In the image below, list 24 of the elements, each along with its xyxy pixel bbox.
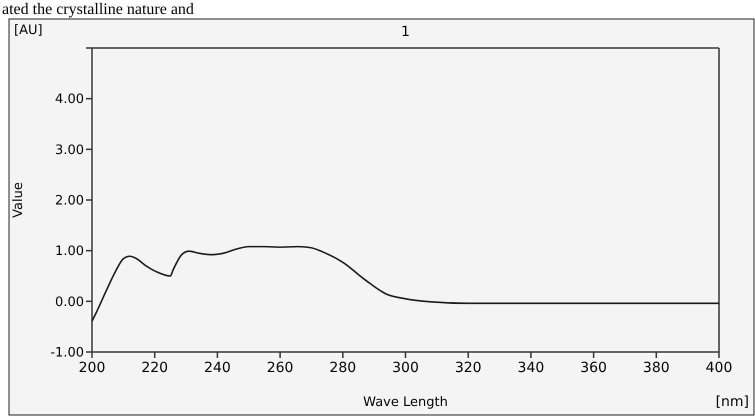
x-tick-label: 380 bbox=[642, 360, 670, 376]
x-axis-title: Wave Length bbox=[363, 395, 448, 410]
text: [AU] bbox=[14, 23, 43, 38]
x-tick-label: 320 bbox=[454, 360, 482, 376]
x-tick-label: 220 bbox=[141, 360, 168, 376]
line-series bbox=[91, 246, 720, 322]
x-tick-label: 200 bbox=[78, 360, 106, 376]
text: ated the crystalline nature and bbox=[2, 1, 194, 18]
x-tick-label: 360 bbox=[580, 360, 607, 376]
x-tick-label: 400 bbox=[706, 360, 732, 376]
y-tick-label: -1.00 bbox=[50, 346, 84, 361]
x-tick-label: 340 bbox=[518, 360, 544, 376]
y-axis-title: Value bbox=[11, 182, 26, 218]
y-tick-label: 2.00 bbox=[55, 194, 84, 209]
chart-title: 1 bbox=[401, 24, 410, 40]
x-tick-label: 240 bbox=[204, 360, 231, 376]
text: [nm] bbox=[716, 394, 749, 410]
x-tick-label: 280 bbox=[329, 360, 356, 376]
x-tick-label: 300 bbox=[392, 360, 419, 376]
y-tick-label: 4.00 bbox=[55, 92, 84, 108]
y-tick-label: 0.00 bbox=[55, 294, 84, 310]
x-tick-label: 260 bbox=[266, 360, 294, 376]
y-tick-label: 1.00 bbox=[55, 244, 84, 260]
y-tick-label: 3.00 bbox=[55, 142, 84, 158]
